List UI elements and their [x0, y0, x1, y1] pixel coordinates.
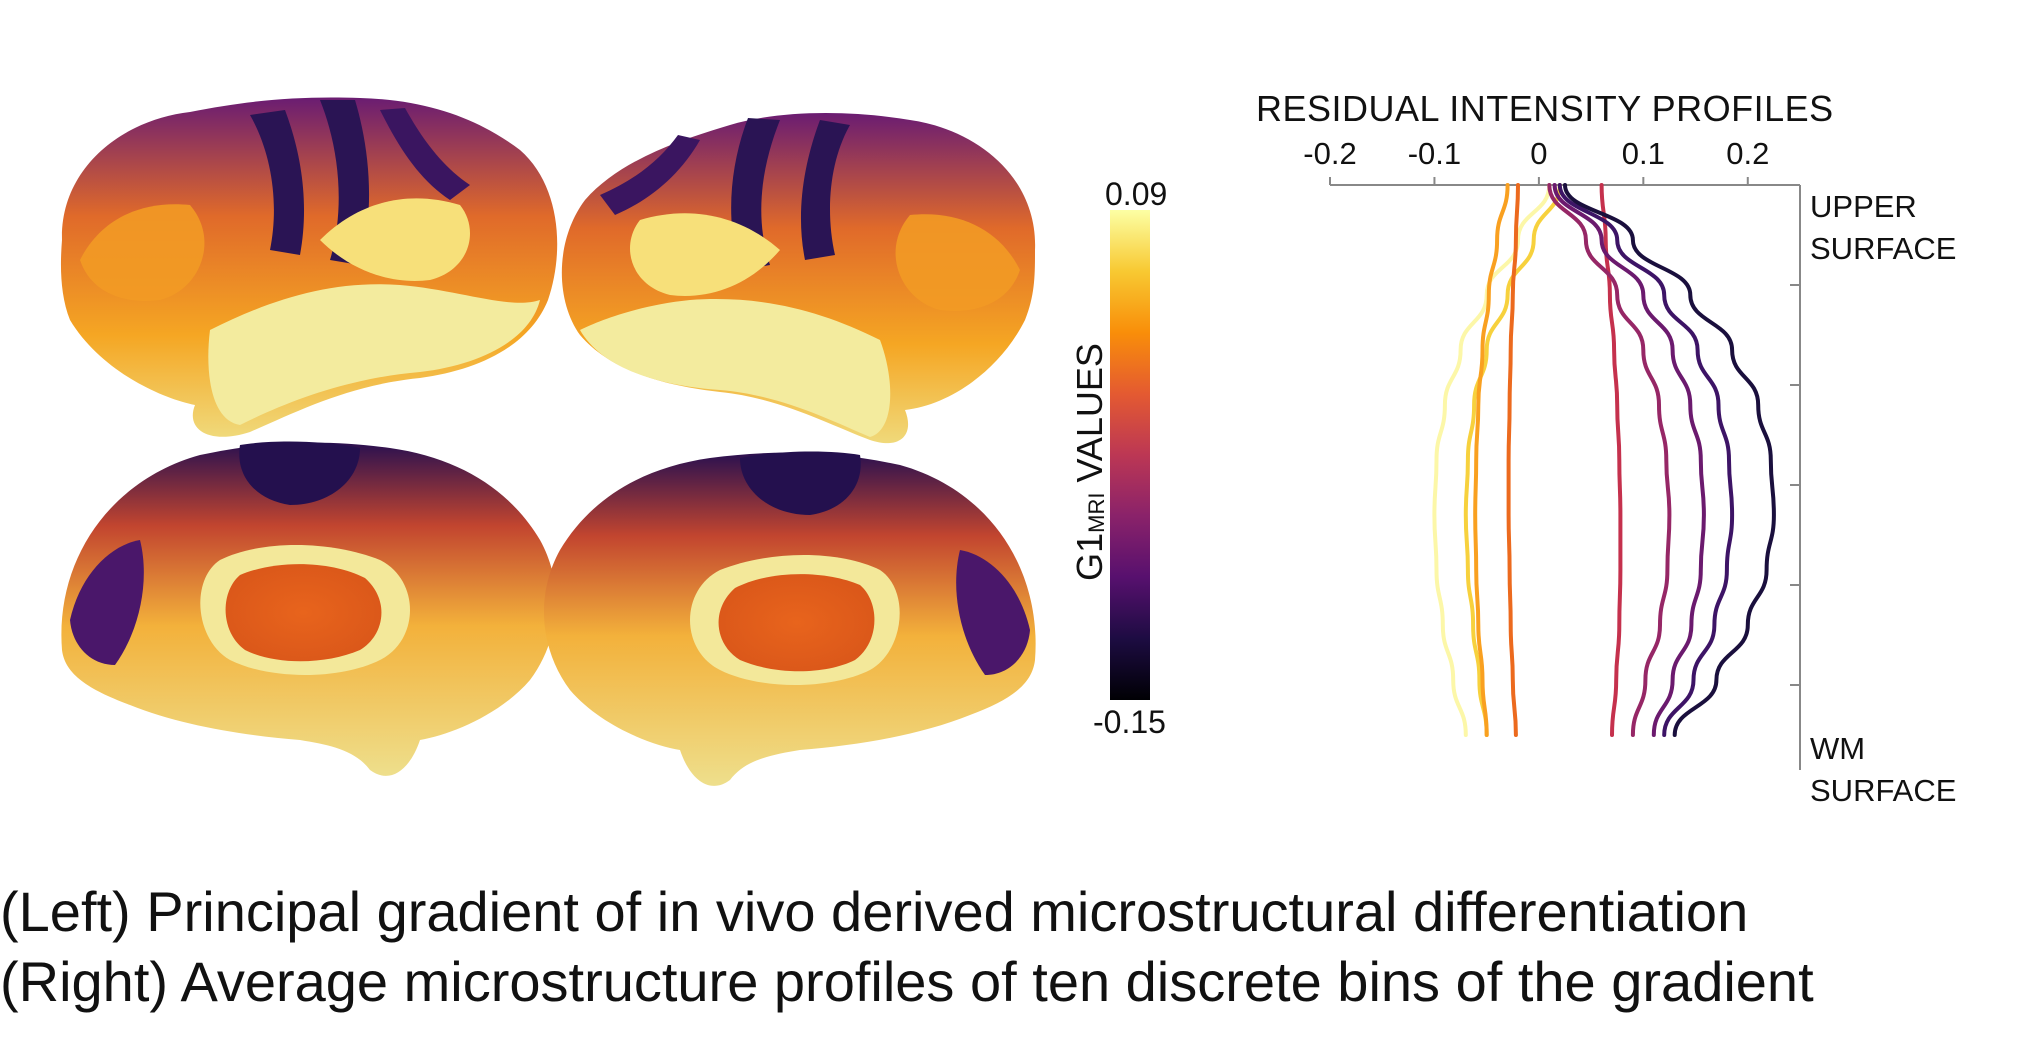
colorbar-max-label: 0.09 [1105, 176, 1168, 212]
profile-line-4 [1506, 183, 1520, 737]
right-lateral-brain [561, 113, 1036, 444]
x-tick-label: -0.2 [1303, 136, 1357, 171]
bottom-label: WM SURFACE [1810, 731, 1957, 808]
profile-chart [1329, 177, 1801, 770]
colorbar-min-label: -0.15 [1093, 704, 1166, 740]
figure [60, 97, 1801, 786]
x-tick-label: 0.2 [1726, 136, 1770, 171]
profile-line-1 [1432, 183, 1552, 737]
left-lateral-brain [60, 97, 558, 437]
x-tick-label: -0.1 [1407, 136, 1462, 171]
left-medial-brain [61, 441, 557, 776]
caption-line-1: (Left) Principal gradient of in vivo der… [0, 880, 1749, 943]
profile-line-6 [1547, 183, 1672, 737]
colorbar-title: G1MRI VALUES [1069, 343, 1110, 581]
caption-line-2: (Right) Average microstructure profiles … [0, 950, 1814, 1013]
colorbar [1110, 210, 1150, 700]
profile-line-7 [1552, 183, 1706, 737]
profile-line-8 [1557, 183, 1735, 737]
top-label: UPPER SURFACE [1810, 189, 1957, 266]
x-tick-label: 0 [1530, 136, 1548, 171]
profile-line-3 [1473, 183, 1510, 737]
profile-line-2 [1463, 183, 1562, 737]
x-tick-label: 0.1 [1621, 136, 1665, 171]
profile-line-9 [1563, 183, 1776, 737]
right-medial-brain [543, 451, 1036, 786]
chart-title: RESIDUAL INTENSITY PROFILES [1256, 88, 1834, 129]
